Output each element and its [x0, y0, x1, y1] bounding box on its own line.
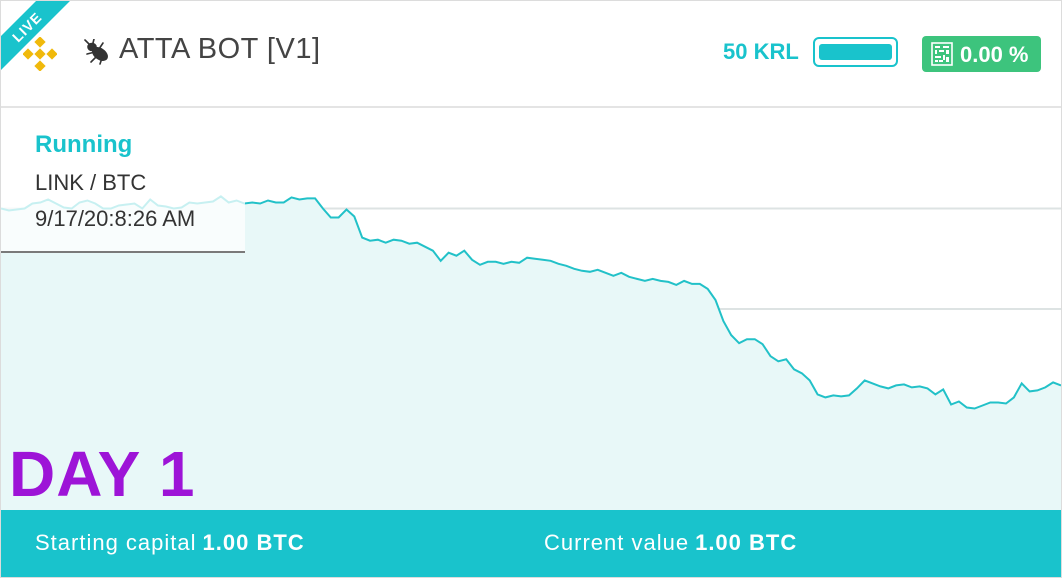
qr-code-icon	[931, 42, 953, 66]
starting-capital: Starting capital 1.00 BTC	[35, 530, 305, 556]
bot-status-card: Running LINK / BTC 9/17/20:8:26 AM	[1, 111, 245, 253]
krl-progress-bar	[813, 37, 898, 67]
trading-pair: LINK / BTC	[35, 170, 147, 195]
start-timestamp: 9/17/20:8:26 AM	[35, 206, 196, 231]
current-value: Current value 1.00 BTC	[544, 530, 797, 556]
price-area	[1, 196, 1061, 510]
binance-icon	[23, 37, 57, 71]
header-bar: LIVE ATTA BOT [V1] 50 KRL	[1, 1, 1061, 108]
starting-capital-value: 1.00 BTC	[202, 530, 305, 555]
current-value-label: Current value	[544, 530, 690, 555]
profit-percent: 0.00 %	[960, 42, 1029, 67]
krl-progress-fill	[819, 44, 892, 60]
bot-title: ATTA BOT [V1]	[119, 33, 321, 65]
day-label: DAY 1	[9, 438, 196, 510]
current-value-amount: 1.00 BTC	[695, 530, 798, 555]
capital-footer: Starting capital 1.00 BTC Current value 1.…	[1, 510, 1061, 577]
ant-bug-icon	[84, 39, 108, 65]
krl-balance: 50 KRL	[723, 39, 799, 64]
starting-capital-label: Starting capital	[35, 530, 197, 555]
profit-badge: 0.00 %	[922, 36, 1041, 72]
bot-status: Running	[35, 131, 133, 158]
